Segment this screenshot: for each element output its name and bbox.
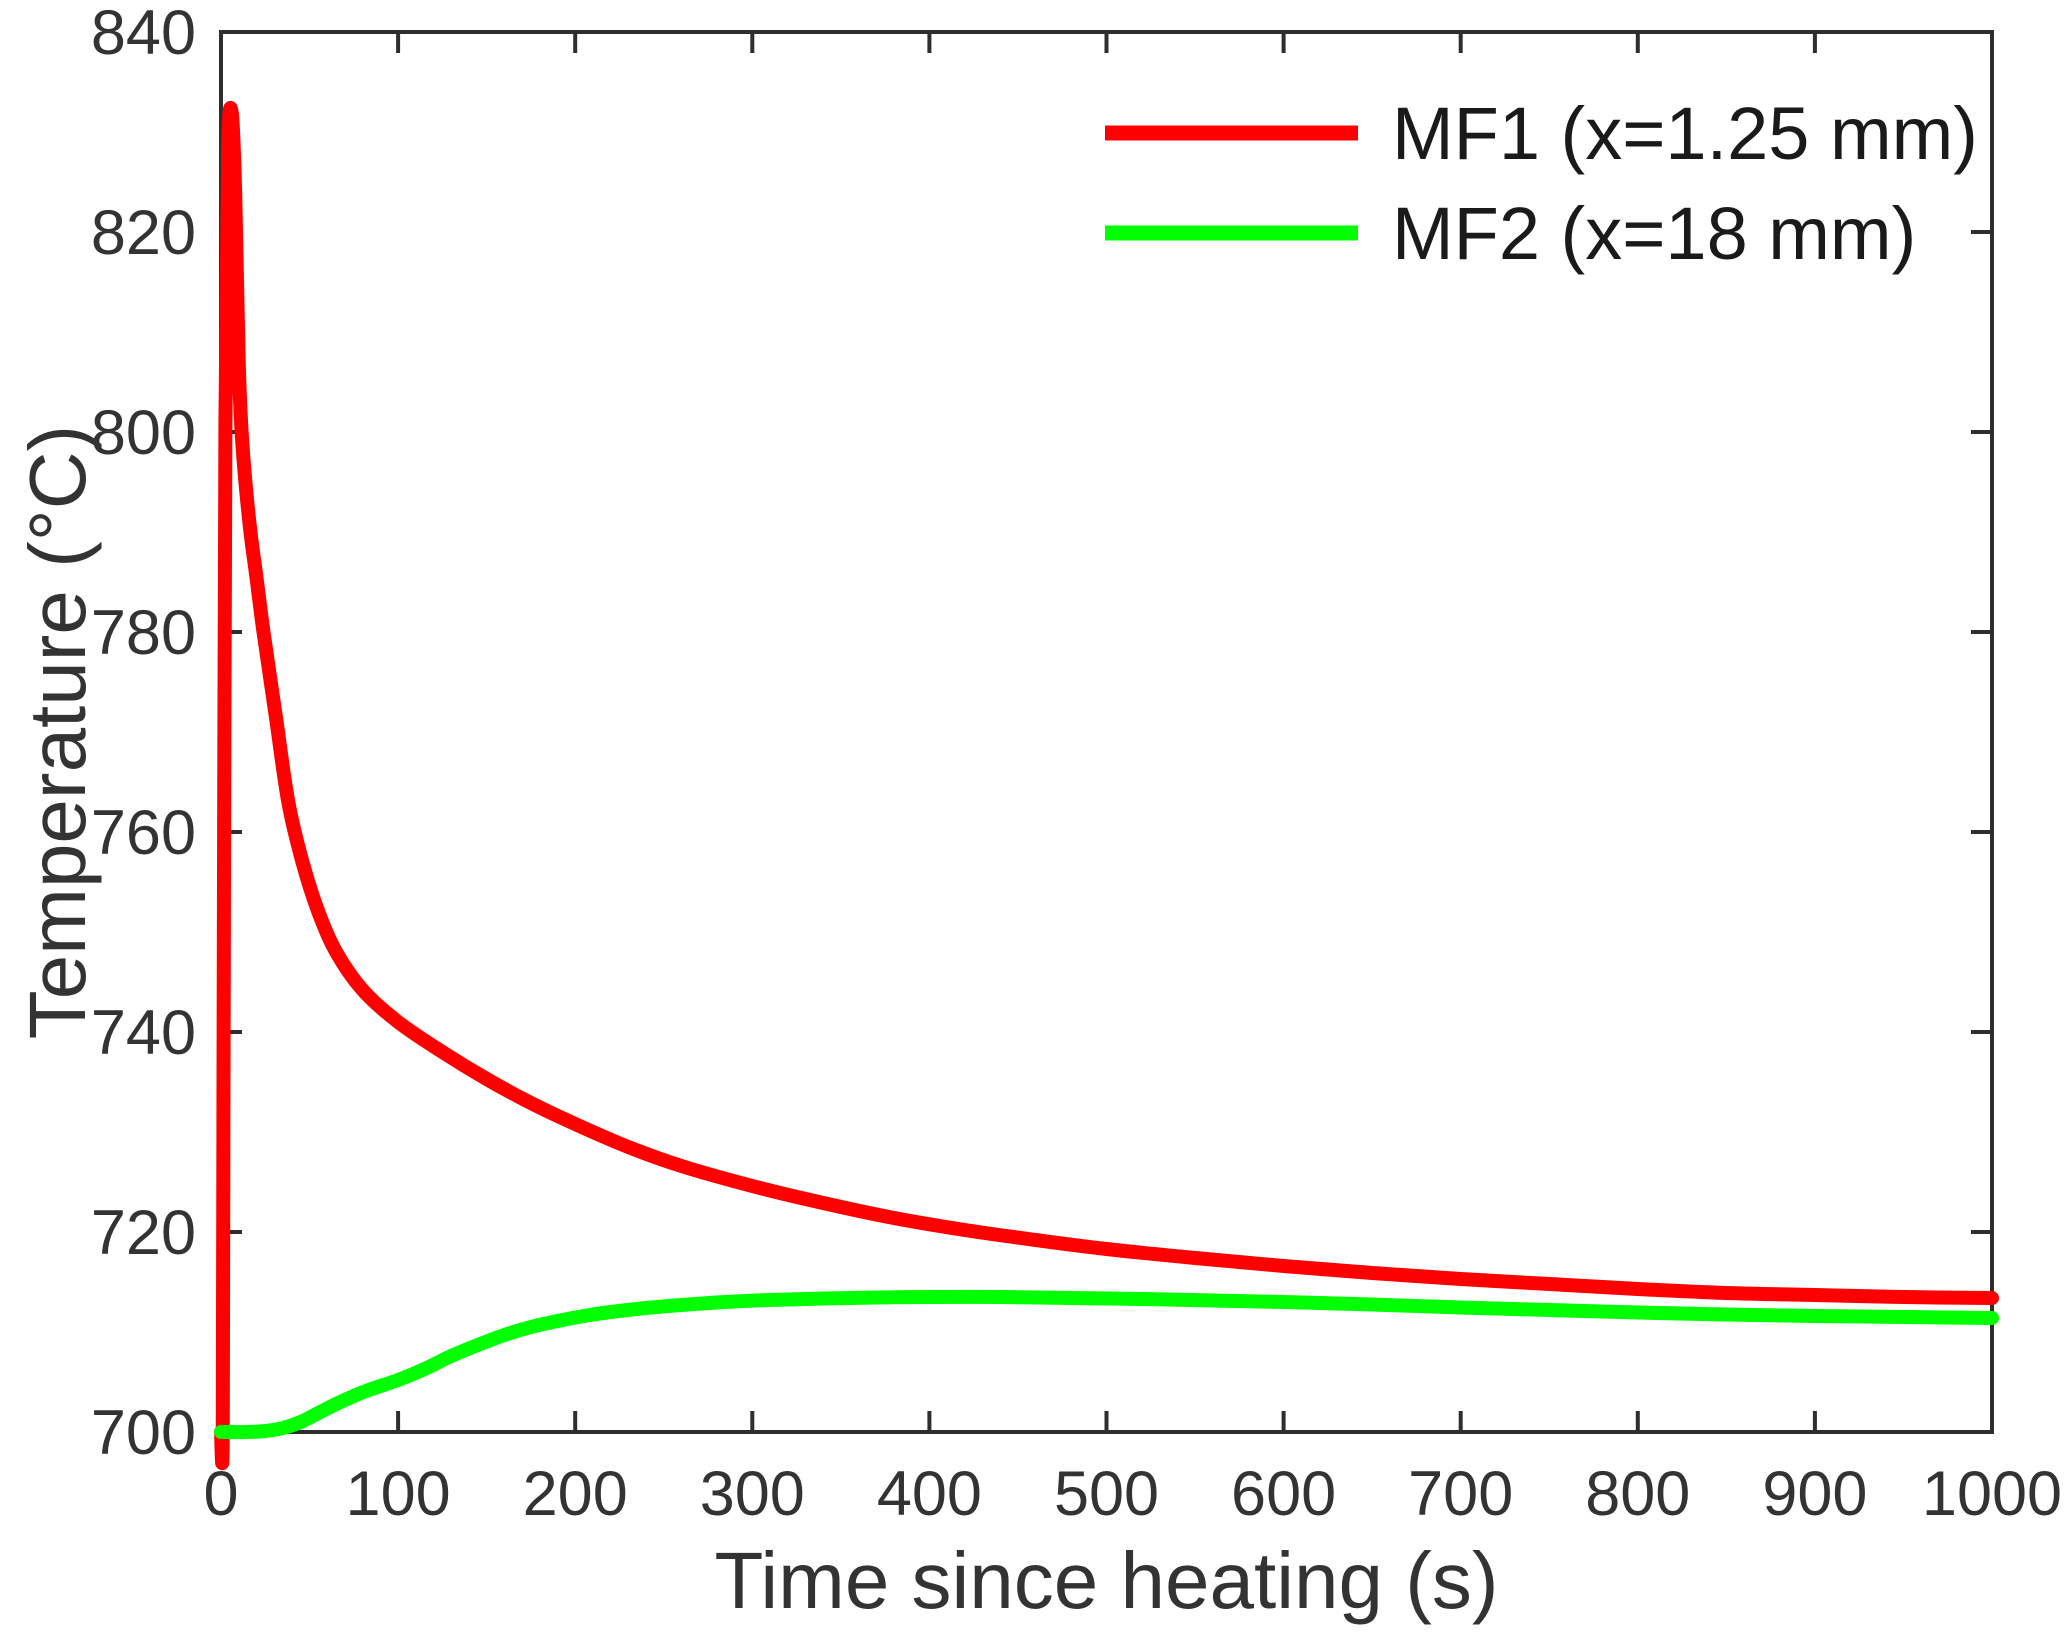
y-tick-label: 840 bbox=[91, 0, 196, 68]
y-tick-label: 740 bbox=[91, 998, 196, 1068]
y-tick-label: 720 bbox=[91, 1198, 196, 1268]
y-tick-label: 760 bbox=[91, 798, 196, 868]
y-tick-label: 820 bbox=[91, 198, 196, 268]
y-tick-label: 800 bbox=[91, 398, 196, 468]
x-tick-label: 500 bbox=[1054, 1459, 1159, 1529]
x-tick-label: 1000 bbox=[1922, 1459, 2062, 1529]
legend-label-mf2: MF2 (x=18 mm) bbox=[1392, 192, 1916, 275]
series-line-mf2 bbox=[214, 1289, 1999, 1440]
x-tick-label: 300 bbox=[700, 1459, 805, 1529]
y-axis-label: Temperature (°C) bbox=[13, 425, 102, 1039]
x-tick-label: 200 bbox=[523, 1459, 628, 1529]
x-tick-label: 400 bbox=[877, 1459, 982, 1529]
legend-item-mf2: MF2 (x=18 mm) bbox=[1105, 192, 1916, 275]
x-axis-label: Time since heating (s) bbox=[715, 1536, 1499, 1625]
x-tick-label: 0 bbox=[203, 1459, 238, 1529]
legend: MF1 (x=1.25 mm) MF2 (x=18 mm) bbox=[1105, 92, 1978, 275]
legend-label-mf1: MF1 (x=1.25 mm) bbox=[1392, 92, 1978, 175]
x-tick-label: 900 bbox=[1762, 1459, 1867, 1529]
x-tick-label: 700 bbox=[1408, 1459, 1513, 1529]
y-tick-label: 700 bbox=[91, 1398, 196, 1468]
series-line-mf1 bbox=[214, 101, 1999, 1471]
y-tick-label: 780 bbox=[91, 598, 196, 668]
x-tick-label: 800 bbox=[1585, 1459, 1690, 1529]
legend-item-mf1: MF1 (x=1.25 mm) bbox=[1105, 92, 1978, 175]
x-tick-label: 600 bbox=[1231, 1459, 1336, 1529]
x-tick-label: 100 bbox=[346, 1459, 451, 1529]
